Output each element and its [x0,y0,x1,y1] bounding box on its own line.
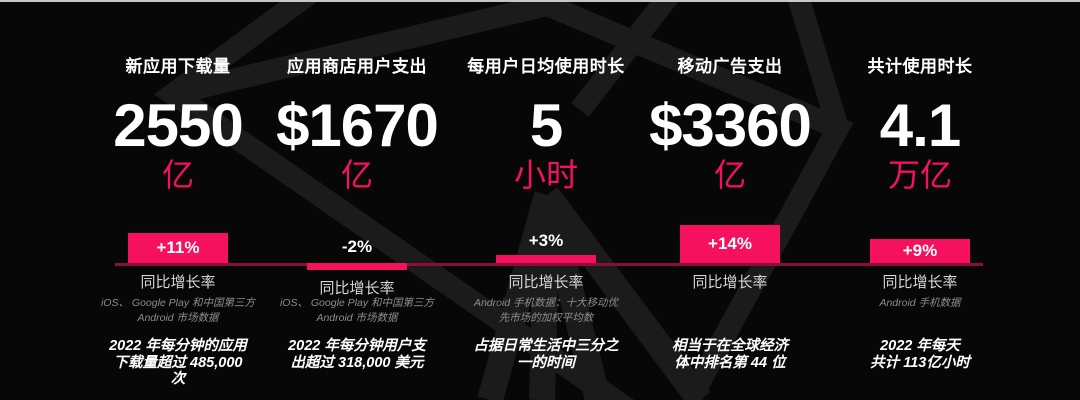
metric-value: 4.1 [879,92,961,159]
metric-unit: 亿 [340,157,373,193]
source-note: Android 手机数据：十大移动优 先市场的加权平均数 [473,297,619,324]
metric-value: $3360 [649,92,812,159]
metric-column-new-downloads: 新应用下载量 2550 亿 +11% 同比增长率 iOS、 Google Pla… [78,0,278,400]
growth-value: +9% [902,241,938,260]
metric-unit: 小时 [513,157,578,193]
metric-unit: 亿 [713,157,746,193]
source-note: iOS、 Google Play 和中国第三方 Android 市场数据 [100,297,256,324]
metric-title: 移动广告支出 [677,57,783,76]
metric-title: 应用商店用户支出 [287,57,427,76]
metric-title: 新应用下载量 [125,57,231,76]
metric-title: 共计使用时长 [867,57,973,76]
metric-column-total-hours: 共计使用时长 4.1 万亿 +9% 同比增长率 Android 手机数据 202… [820,0,1020,400]
bottom-note: 2022 年每天 共计 113亿小时 [870,338,970,371]
metric-column-daily-usage: 每用户日均使用时长 5 小时 +3% 同比增长率 Android 手机数据：十大… [446,0,646,400]
growth-bar [496,255,596,263]
growth-bar [680,225,780,263]
source-note: Android 手机数据 [879,297,961,309]
growth-bar [870,239,970,263]
bottom-note: 相当于在全球经济 体中排名第 44 位 [672,338,788,371]
bottom-note: 2022 年每分钟的应用 下载量超过 485,000 次 [109,338,247,387]
bottom-note: 2022 年每分钟用户支 出超过 318,000 美元 [288,338,426,371]
growth-bar [307,263,407,270]
growth-value: +3% [528,231,564,250]
metric-value: $1670 [276,92,439,159]
growth-bar [128,233,228,263]
metric-value: 2550 [113,92,243,159]
yoy-label: 同比增长率 [508,274,584,291]
metric-unit: 万亿 [887,157,952,193]
top-border-line [0,0,1080,2]
metric-column-store-spend: 应用商店用户支出 $1670 亿 -2% 同比增长率 iOS、 Google P… [257,0,457,400]
yoy-label: 同比增长率 [319,280,395,297]
yoy-label: 同比增长率 [140,274,216,291]
yoy-label: 同比增长率 [882,274,958,291]
bottom-note: 占据日常生活中三分之 一的时间 [473,338,619,371]
growth-value: +14% [708,234,752,253]
yoy-label: 同比增长率 [692,274,768,291]
metric-value: 5 [529,92,563,159]
metric-unit: 亿 [161,157,194,193]
source-note: iOS、 Google Play 和中国第三方 Android 市场数据 [279,297,435,324]
growth-axis-line [115,263,983,266]
metric-title: 每用户日均使用时长 [467,57,625,76]
growth-value: -2% [341,237,373,256]
growth-value: +11% [156,238,200,257]
metric-column-ad-spend: 移动广告支出 $3360 亿 +14% 同比增长率 相当于在全球经济 体中排名第… [630,0,830,400]
